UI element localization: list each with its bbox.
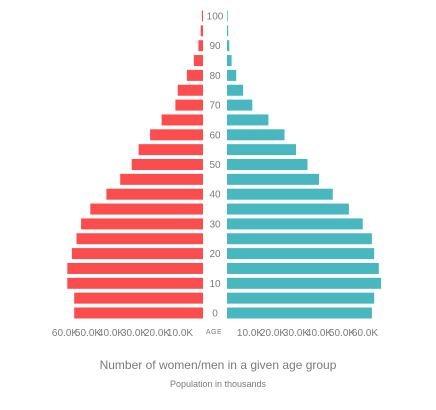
men-bar [227, 188, 333, 200]
women-bar [201, 10, 203, 22]
men-bar [227, 233, 372, 245]
chart-title: Number of women/men in a given age group [99, 358, 337, 372]
men-axis-tick-label: 40.0K [306, 328, 332, 339]
women-bar [175, 99, 203, 111]
chart-subtitle: Population in thousands [169, 379, 267, 389]
men-bar [227, 173, 319, 185]
women-bar [90, 203, 203, 215]
women-bars [67, 10, 204, 319]
men-bar [227, 292, 375, 304]
age-axis-label: AGE [206, 329, 222, 336]
women-axis-tick-label: 20.0K [144, 328, 170, 339]
women-bar [161, 114, 203, 126]
women-bar [67, 277, 203, 289]
women-axis-tick-label: 30.0K [121, 328, 147, 339]
women-bar [74, 292, 203, 304]
men-bar [227, 99, 253, 111]
women-axis-tick-label: 50.0K [75, 328, 101, 339]
women-bar [177, 84, 203, 96]
men-bars [227, 10, 382, 319]
women-bar [193, 55, 203, 67]
age-tick-label: 80 [209, 71, 221, 82]
men-bar [227, 129, 285, 141]
age-axis-ticks: 0 10 20 30 40 50 60 70 80 90 100 [207, 12, 224, 320]
women-bar [106, 188, 203, 200]
men-bar [227, 69, 237, 81]
men-bar [227, 203, 349, 215]
men-bar [227, 277, 382, 289]
age-tick-label: 20 [209, 249, 221, 260]
women-bar [71, 248, 204, 260]
women-bar [76, 233, 203, 245]
men-bar [227, 144, 296, 156]
women-bar [198, 40, 203, 52]
age-tick-label: 100 [207, 12, 224, 23]
age-tick-label: 30 [209, 219, 221, 230]
age-tick-label: 10 [209, 279, 221, 290]
men-axis-tick-label: 60.0K [352, 328, 378, 339]
men-bar [227, 40, 230, 52]
men-bar [227, 25, 229, 37]
men-bar [227, 262, 379, 274]
men-bar [227, 84, 244, 96]
women-axis-tick-label: 10.0K [167, 328, 193, 339]
age-tick-label: 40 [209, 190, 221, 201]
women-bar [150, 129, 203, 141]
women-bar [81, 218, 203, 230]
age-tick-label: 90 [209, 41, 221, 52]
women-bar [74, 307, 203, 319]
women-bar [200, 25, 203, 37]
age-tick-label: 0 [212, 309, 218, 320]
men-bar [227, 10, 228, 22]
women-axis-tick-label: 40.0K [98, 328, 124, 339]
women-axis-tick-label: 60.0K [52, 328, 78, 339]
men-bar [227, 218, 363, 230]
age-tick-label: 60 [209, 130, 221, 141]
age-tick-label: 50 [209, 160, 221, 171]
men-bar [227, 159, 308, 170]
women-bar [67, 262, 203, 274]
men-axis-tick-label: 10.0K [237, 328, 263, 339]
women-bar [131, 159, 203, 170]
women-bar [138, 144, 203, 156]
men-bar [227, 55, 232, 67]
women-bar [186, 69, 203, 81]
men-bar [227, 114, 269, 126]
men-axis-tick-label: 30.0K [283, 328, 309, 339]
men-bar [227, 248, 375, 260]
men-axis-tick-label: 20.0K [260, 328, 286, 339]
men-bar [227, 307, 372, 319]
women-bar [120, 173, 203, 185]
age-tick-label: 70 [209, 101, 221, 112]
men-axis-tick-label: 50.0K [329, 328, 355, 339]
